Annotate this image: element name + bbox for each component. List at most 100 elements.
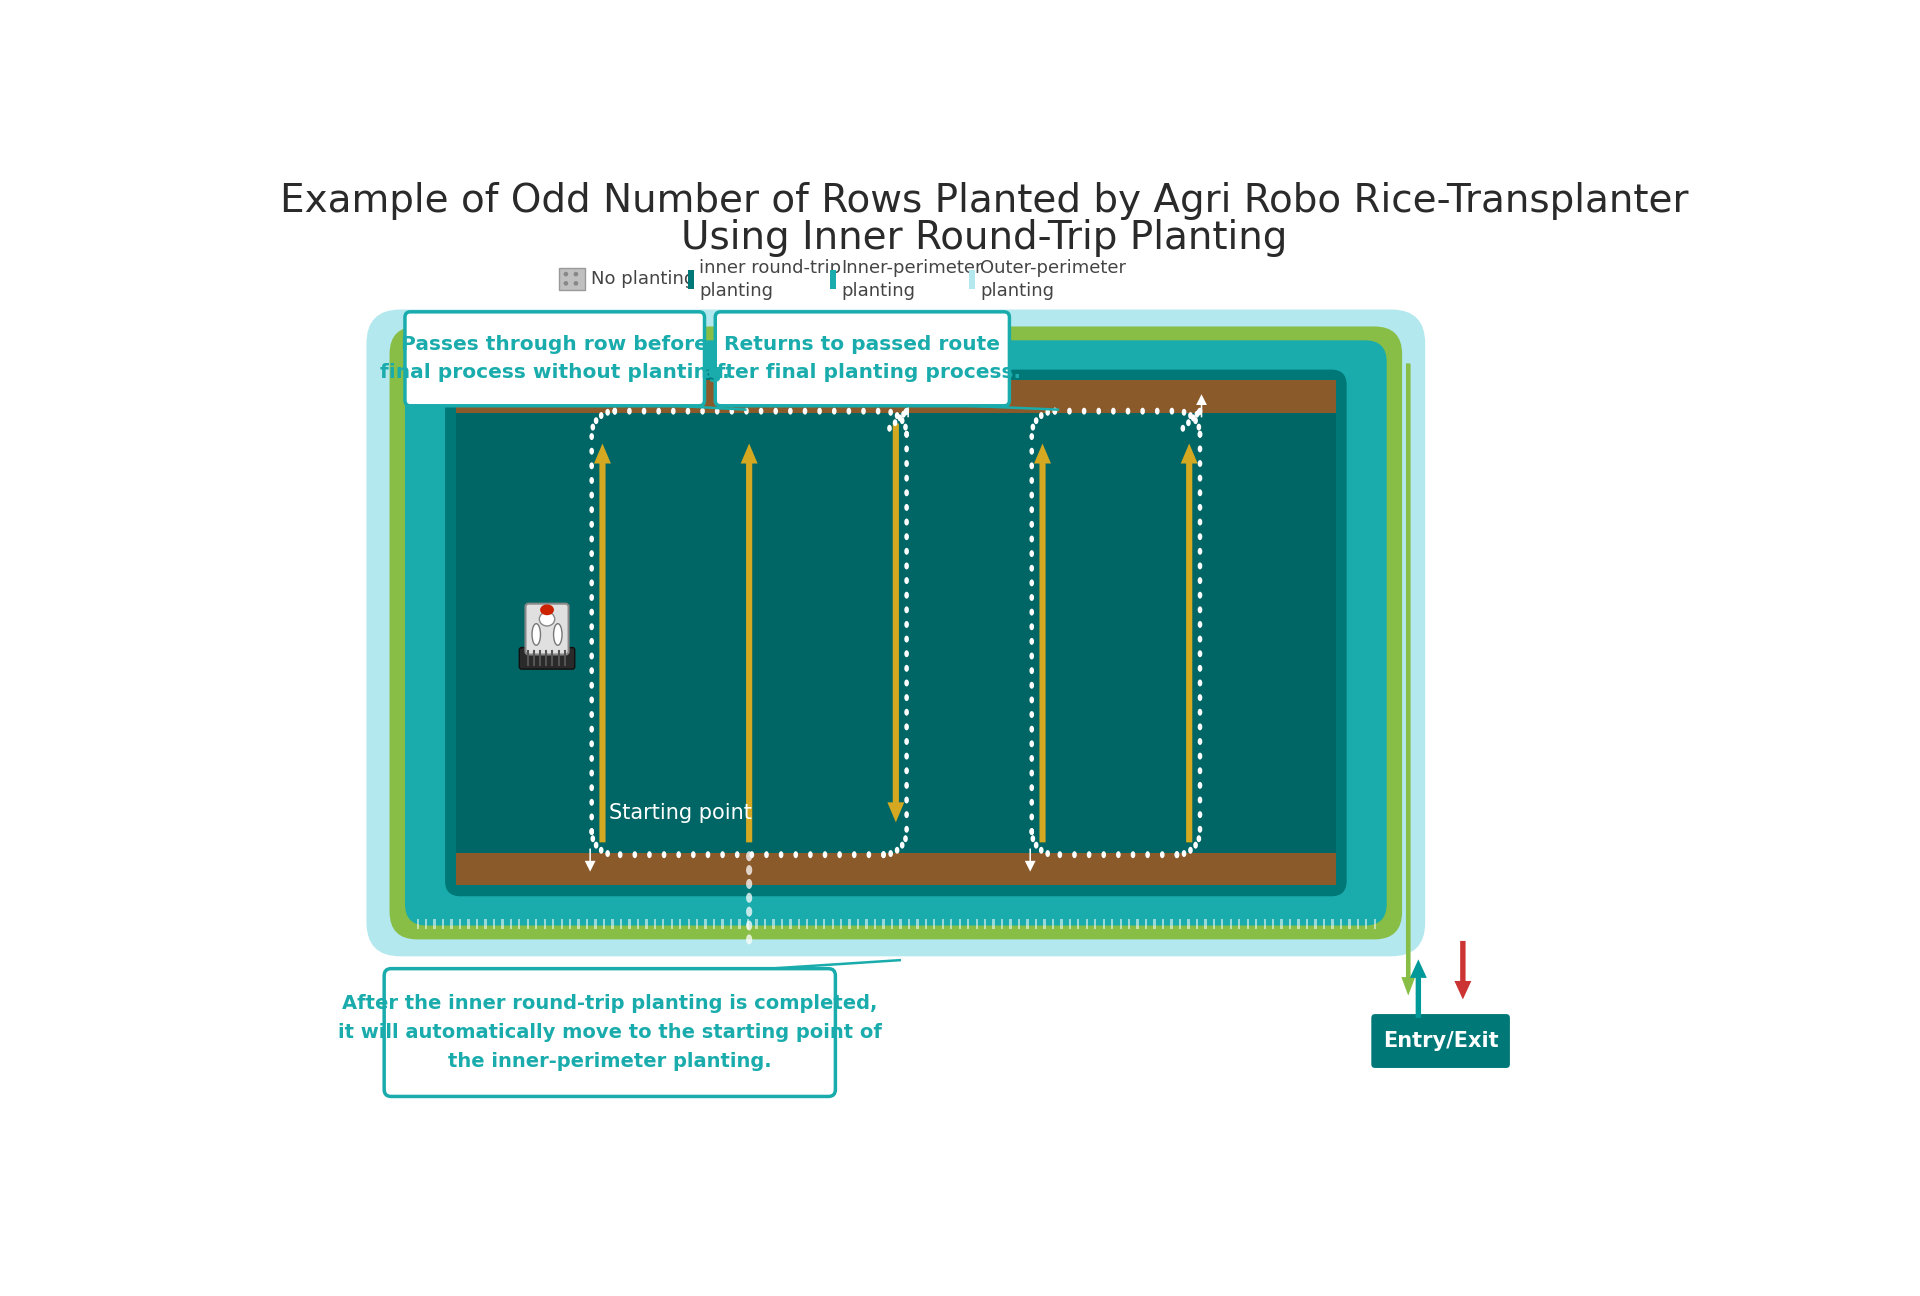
Ellipse shape <box>589 609 593 616</box>
FancyBboxPatch shape <box>716 312 1010 406</box>
Bar <box>1271 919 1275 929</box>
Ellipse shape <box>1196 408 1202 416</box>
Bar <box>781 919 783 929</box>
Text: No planting: No planting <box>591 271 695 289</box>
Ellipse shape <box>1033 841 1039 849</box>
Bar <box>1094 919 1096 929</box>
Bar <box>442 919 444 929</box>
Ellipse shape <box>747 879 753 889</box>
Bar <box>968 271 975 289</box>
Bar <box>1256 919 1258 929</box>
Ellipse shape <box>1146 851 1150 858</box>
Ellipse shape <box>1029 491 1035 499</box>
Bar <box>983 919 987 929</box>
Bar <box>620 919 622 929</box>
Ellipse shape <box>1029 784 1035 791</box>
Ellipse shape <box>1196 835 1202 842</box>
Ellipse shape <box>904 490 908 496</box>
Bar <box>1306 919 1308 929</box>
Ellipse shape <box>589 521 593 527</box>
Ellipse shape <box>1198 811 1202 818</box>
Bar <box>1331 919 1334 929</box>
Ellipse shape <box>1190 415 1196 421</box>
Ellipse shape <box>1029 447 1035 455</box>
Bar <box>764 919 766 929</box>
FancyBboxPatch shape <box>367 310 1425 956</box>
Text: Using Inner Round-Trip Planting: Using Inner Round-Trip Planting <box>682 219 1286 257</box>
Ellipse shape <box>1198 474 1202 482</box>
Ellipse shape <box>904 504 908 511</box>
Ellipse shape <box>589 667 593 674</box>
Ellipse shape <box>904 548 908 555</box>
Ellipse shape <box>1029 814 1035 820</box>
Ellipse shape <box>574 281 578 285</box>
FancyArrow shape <box>1025 849 1035 872</box>
Text: Inner-perimeter
planting: Inner-perimeter planting <box>841 259 983 299</box>
Ellipse shape <box>589 507 593 513</box>
Ellipse shape <box>1029 433 1035 441</box>
Ellipse shape <box>1198 408 1202 415</box>
Bar <box>1018 919 1020 929</box>
Ellipse shape <box>866 851 872 858</box>
Ellipse shape <box>1156 408 1160 415</box>
Ellipse shape <box>1198 533 1202 540</box>
Ellipse shape <box>1029 521 1035 527</box>
Bar <box>883 919 885 929</box>
Ellipse shape <box>1029 696 1035 704</box>
FancyBboxPatch shape <box>445 369 1346 897</box>
Ellipse shape <box>1198 446 1202 452</box>
Ellipse shape <box>1181 425 1185 432</box>
Ellipse shape <box>1068 408 1071 415</box>
Ellipse shape <box>1198 592 1202 599</box>
Ellipse shape <box>591 424 595 430</box>
Bar <box>1238 919 1240 929</box>
Ellipse shape <box>904 446 908 452</box>
Bar <box>1246 919 1248 929</box>
Ellipse shape <box>735 851 739 858</box>
Bar <box>568 919 572 929</box>
Ellipse shape <box>818 408 822 415</box>
Ellipse shape <box>902 424 908 430</box>
Bar <box>484 919 486 929</box>
Ellipse shape <box>1044 850 1050 857</box>
Ellipse shape <box>647 851 651 858</box>
Ellipse shape <box>714 408 720 415</box>
Ellipse shape <box>1029 798 1035 806</box>
Ellipse shape <box>540 612 555 626</box>
Ellipse shape <box>904 811 908 818</box>
FancyBboxPatch shape <box>518 648 574 669</box>
Ellipse shape <box>803 408 806 415</box>
Bar <box>1144 919 1148 929</box>
Ellipse shape <box>589 814 593 820</box>
Ellipse shape <box>1198 709 1202 715</box>
Ellipse shape <box>1198 767 1202 774</box>
Ellipse shape <box>1112 408 1116 415</box>
Ellipse shape <box>1198 460 1202 467</box>
Ellipse shape <box>553 623 563 645</box>
Ellipse shape <box>1198 797 1202 804</box>
Ellipse shape <box>589 447 593 455</box>
Ellipse shape <box>747 934 753 945</box>
Ellipse shape <box>589 623 593 630</box>
Bar <box>578 919 580 929</box>
Ellipse shape <box>747 851 753 862</box>
Text: inner round-trip
planting: inner round-trip planting <box>699 259 841 299</box>
Bar <box>814 919 816 929</box>
Text: After the inner round-trip planting is completed,
it will automatically move to : After the inner round-trip planting is c… <box>338 994 881 1070</box>
Ellipse shape <box>612 408 616 415</box>
Ellipse shape <box>593 417 599 424</box>
Ellipse shape <box>889 850 893 857</box>
Ellipse shape <box>1198 737 1202 745</box>
Bar <box>908 919 910 929</box>
Bar <box>553 919 555 929</box>
Bar <box>831 919 833 929</box>
Ellipse shape <box>1029 667 1035 674</box>
Ellipse shape <box>893 419 897 426</box>
Ellipse shape <box>589 828 593 835</box>
Ellipse shape <box>589 535 593 543</box>
Ellipse shape <box>1029 756 1035 762</box>
Bar <box>806 919 808 929</box>
Ellipse shape <box>1131 851 1135 858</box>
Ellipse shape <box>589 740 593 748</box>
Bar <box>1069 919 1071 929</box>
